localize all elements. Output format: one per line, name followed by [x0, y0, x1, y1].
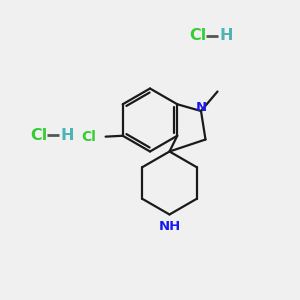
Text: Cl: Cl	[189, 28, 206, 44]
Text: Cl: Cl	[81, 130, 96, 144]
Text: N: N	[195, 100, 207, 114]
Text: Cl: Cl	[30, 128, 47, 142]
Text: H: H	[61, 128, 74, 142]
Text: H: H	[220, 28, 233, 44]
Text: NH: NH	[158, 220, 181, 233]
